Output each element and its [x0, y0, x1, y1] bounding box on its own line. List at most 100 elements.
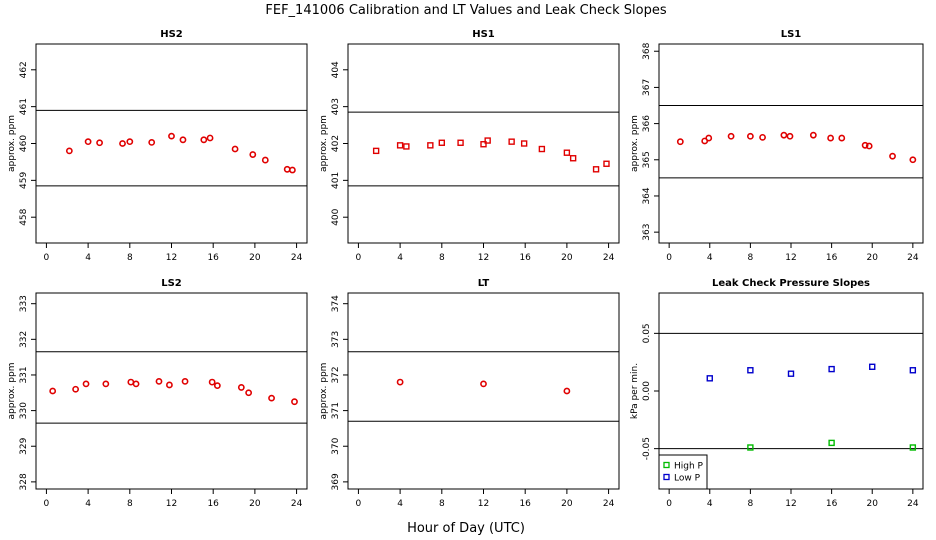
data-point	[780, 131, 788, 139]
x-tick-label: 8	[127, 253, 133, 263]
x-tick-label: 16	[207, 499, 219, 509]
panel-2: HS1 0 4 8 12 16 20 24 400 401 402 403 404 approx. ppm	[319, 29, 620, 263]
x-tick-label: 0	[666, 499, 672, 509]
data-point	[759, 133, 766, 141]
data-point	[484, 137, 491, 144]
y-tick-label: 460	[19, 135, 29, 152]
data-point	[72, 385, 80, 393]
x-tick-label: 12	[478, 253, 489, 263]
data-point	[166, 381, 173, 389]
y-tick-label: 330	[19, 402, 29, 419]
x-tick-label: 24	[907, 499, 919, 509]
y-tick-label: 332	[19, 331, 29, 348]
data-point	[132, 380, 140, 388]
x-tick-label: 12	[166, 253, 177, 263]
y-tick-label: 373	[331, 331, 341, 348]
legend-box	[658, 454, 708, 490]
data-point	[747, 444, 754, 451]
panel-title: HS2	[160, 29, 183, 40]
data-point	[865, 142, 873, 150]
data-point	[909, 367, 917, 374]
x-tick-label: 20	[867, 253, 879, 263]
data-point	[438, 139, 446, 146]
panel-title: LT	[478, 278, 490, 289]
data-point	[828, 439, 835, 447]
y-tick-label: 369	[331, 473, 341, 490]
data-point	[827, 134, 834, 142]
data-point	[727, 132, 735, 140]
legend-label: High P	[674, 462, 704, 472]
data-point	[82, 380, 90, 388]
data-point	[480, 141, 487, 148]
data-point	[809, 131, 817, 139]
y-tick-label: 371	[331, 402, 341, 419]
x-tick-label: 16	[826, 499, 838, 509]
x-tick-label: 12	[166, 499, 177, 509]
legend-label: Low P	[674, 474, 701, 484]
data-point	[126, 138, 134, 146]
data-point	[96, 139, 103, 147]
x-tick-label: 20	[561, 499, 573, 509]
x-tick-label: 16	[519, 253, 531, 263]
data-point	[49, 387, 57, 395]
data-point	[65, 147, 73, 155]
legend-marker	[663, 473, 670, 481]
data-point	[838, 134, 846, 142]
plot-frame	[658, 43, 924, 244]
y-tick-label: 329	[19, 437, 29, 454]
y-tick-label: 331	[19, 366, 29, 383]
x-tick-label: 20	[561, 253, 573, 263]
x-tick-label: 24	[907, 253, 919, 263]
data-point	[231, 145, 239, 153]
x-tick-label: 24	[291, 499, 303, 509]
y-tick-label: -0.05	[642, 437, 652, 460]
x-tick-label: 20	[249, 253, 261, 263]
data-point	[245, 389, 253, 397]
x-axis-label: Hour of Day (UTC)	[407, 521, 525, 536]
data-point	[520, 140, 528, 147]
y-tick-label: 462	[19, 61, 29, 78]
x-tick-label: 8	[439, 253, 445, 263]
y-tick-label: 370	[331, 437, 341, 454]
x-tick-label: 16	[519, 499, 531, 509]
data-point	[102, 380, 110, 388]
x-tick-label: 12	[478, 499, 489, 509]
y-tick-label: 0.00	[642, 381, 652, 401]
y-tick-label: 461	[19, 98, 29, 115]
data-point	[909, 444, 917, 451]
x-tick-label: 4	[707, 499, 713, 509]
data-point	[676, 138, 684, 146]
data-point	[909, 156, 917, 164]
panel-3: LS1 0 4 8 12 16 20 24 363 364 365 366 367 368 approx. …	[630, 29, 924, 263]
x-tick-label: 0	[44, 499, 50, 509]
data-point	[706, 375, 713, 382]
x-tick-label: 12	[785, 253, 796, 263]
y-tick-label: 401	[331, 172, 341, 189]
data-point	[869, 363, 876, 370]
y-tick-label: 372	[331, 366, 341, 383]
data-point	[787, 370, 795, 377]
figure-title: FEF_141006 Calibration and LT Values and…	[265, 3, 666, 18]
panel-4: LS2 0 4 8 12 16 20 24 328 329 330 331 332 333 approx. …	[7, 278, 308, 509]
data-point	[372, 147, 380, 155]
y-tick-label: 458	[19, 208, 29, 225]
data-point	[889, 152, 896, 160]
data-point	[861, 141, 869, 149]
data-point	[480, 380, 487, 388]
x-tick-label: 0	[356, 499, 362, 509]
data-point	[289, 166, 296, 174]
plot-frame	[35, 43, 308, 244]
panel-title: LS2	[161, 278, 182, 289]
y-tick-label: 368	[642, 42, 652, 59]
y-axis-label: approx. ppm	[7, 363, 17, 420]
y-tick-label: 404	[331, 61, 341, 78]
y-tick-label: 363	[642, 224, 652, 241]
data-point	[268, 394, 275, 402]
panel-title: HS1	[472, 29, 495, 40]
data-point	[84, 138, 92, 146]
panel-title: LS1	[781, 29, 802, 40]
y-tick-label: 328	[19, 473, 29, 490]
data-point	[563, 149, 571, 156]
y-axis-label: approx. ppm	[319, 115, 329, 172]
